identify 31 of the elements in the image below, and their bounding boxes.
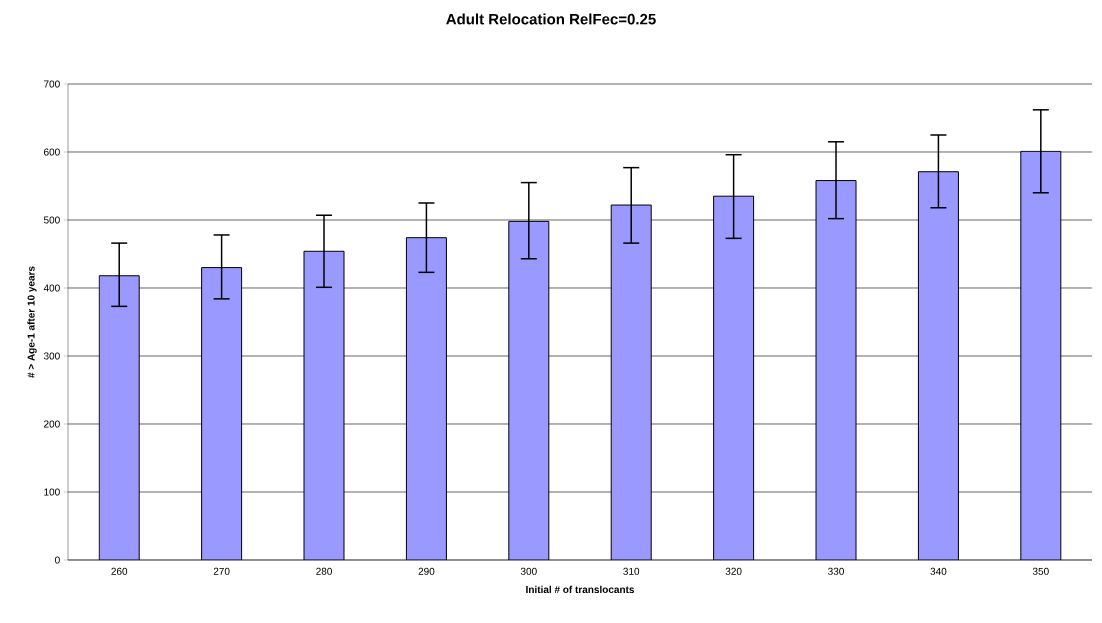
x-tick-label: 300 (520, 567, 537, 575)
x-tick-label: 290 (418, 567, 435, 575)
bar (917, 171, 959, 560)
x-tick-label: 350 (1032, 567, 1049, 575)
bar (201, 267, 243, 560)
x-axis-title: Initial # of translocants (526, 585, 635, 594)
y-tick-label: 600 (44, 148, 60, 156)
bar (1020, 150, 1062, 560)
y-tick-label: 0 (55, 556, 60, 564)
y-tick-label: 100 (44, 488, 60, 496)
x-tick-label: 260 (111, 567, 128, 575)
bar (303, 250, 345, 560)
bar (713, 195, 755, 560)
y-axis-title: # > Age-1 after 10 years (27, 266, 37, 378)
x-tick-label: 320 (725, 567, 742, 575)
x-tick-label: 270 (213, 567, 230, 575)
x-tick-label: 330 (828, 567, 844, 575)
y-tick-label: 200 (44, 420, 60, 428)
y-tick-label: 400 (43, 284, 60, 292)
x-tick-label: 310 (623, 567, 640, 575)
bar (405, 237, 447, 560)
x-tick-label: 340 (930, 567, 947, 575)
chart-title: Adult Relocation RelFec=0.25 (446, 13, 656, 25)
bar (98, 275, 140, 560)
bar (610, 204, 652, 560)
bar (508, 220, 550, 560)
x-tick-label: 280 (316, 567, 332, 575)
y-tick-label: 500 (43, 216, 60, 224)
bar (815, 180, 857, 560)
y-tick-label: 300 (43, 352, 60, 360)
y-tick-label: 700 (44, 80, 60, 88)
